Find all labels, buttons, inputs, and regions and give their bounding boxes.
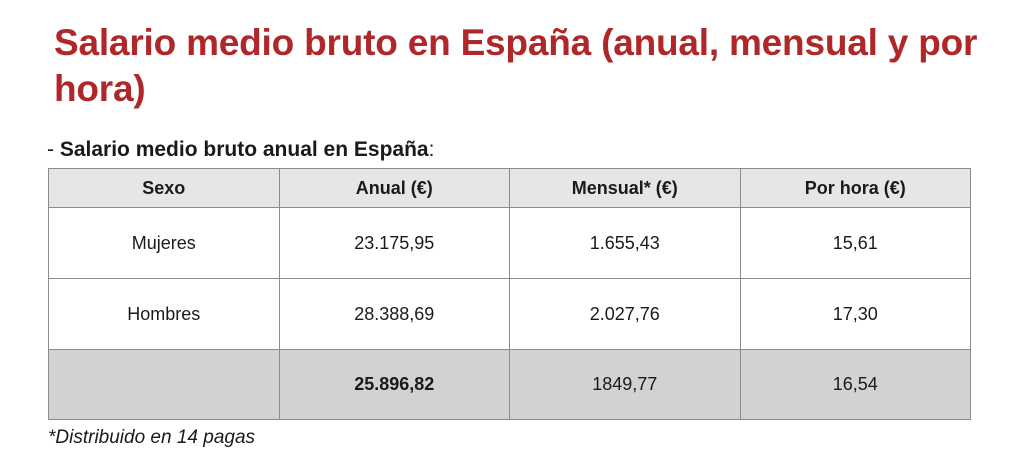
- cell-anual: 23.175,95: [278, 207, 510, 279]
- cell-sexo: Hombres: [48, 278, 280, 350]
- total-cell-mensual: 1849,77: [509, 349, 741, 420]
- cell-sexo: Mujeres: [48, 207, 280, 279]
- subtitle-suffix: :: [428, 138, 435, 161]
- header-anual: Anual (€): [278, 168, 510, 208]
- section-subtitle: - Salario medio bruto anual en España:: [47, 136, 434, 164]
- total-cell-sexo: [48, 349, 280, 420]
- subtitle-prefix: -: [47, 138, 60, 161]
- cell-mensual: 2.027,76: [509, 278, 741, 350]
- subtitle-bold-text: Salario medio bruto anual en España: [59, 138, 429, 161]
- header-sexo: Sexo: [48, 168, 280, 208]
- header-mensual: Mensual* (€): [509, 168, 741, 208]
- cell-anual: 28.388,69: [278, 278, 510, 350]
- table-row: Hombres 28.388,69 2.027,76 17,30: [48, 278, 971, 350]
- table-header-row: Sexo Anual (€) Mensual* (€) Por hora (€): [48, 168, 971, 208]
- table-total-row: 25.896,82 1849,77 16,54: [48, 349, 971, 420]
- footnote: *Distribuido en 14 pagas: [48, 427, 256, 448]
- table-row: Mujeres 23.175,95 1.655,43 15,61: [48, 207, 971, 279]
- cell-por-hora: 17,30: [739, 278, 971, 350]
- total-cell-anual: 25.896,82: [278, 349, 510, 420]
- salary-table: Sexo Anual (€) Mensual* (€) Por hora (€)…: [48, 168, 971, 420]
- total-cell-por-hora: 16,54: [739, 349, 971, 420]
- cell-por-hora: 15,61: [739, 207, 971, 279]
- cell-mensual: 1.655,43: [509, 207, 741, 279]
- page-title: Salario medio bruto en España (anual, me…: [54, 22, 978, 109]
- header-por-hora: Por hora (€): [739, 168, 971, 208]
